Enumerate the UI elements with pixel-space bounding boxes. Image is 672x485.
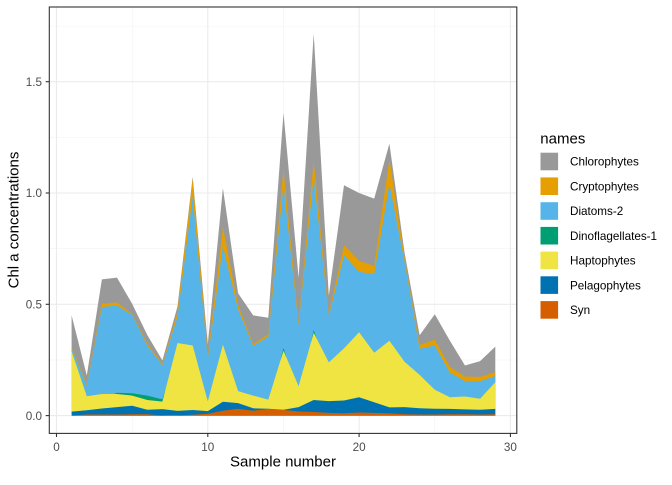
svg-text:0.0: 0.0 — [26, 410, 43, 423]
svg-text:Dinoflagellates-1: Dinoflagellates-1 — [570, 230, 657, 243]
svg-text:names: names — [540, 130, 585, 147]
svg-text:Haptophytes: Haptophytes — [570, 255, 636, 268]
svg-text:Chlorophytes: Chlorophytes — [570, 156, 639, 169]
svg-text:10: 10 — [201, 441, 215, 454]
svg-text:1.5: 1.5 — [26, 76, 43, 89]
svg-text:0: 0 — [53, 441, 60, 454]
svg-text:Pelagophytes: Pelagophytes — [570, 279, 641, 292]
svg-text:30: 30 — [504, 441, 518, 454]
svg-text:Syn: Syn — [570, 304, 590, 317]
svg-text:Diatoms-2: Diatoms-2 — [570, 205, 623, 218]
svg-text:0.5: 0.5 — [26, 299, 43, 312]
svg-text:1.0: 1.0 — [26, 187, 43, 200]
svg-text:Sample number: Sample number — [230, 454, 336, 471]
svg-text:20: 20 — [353, 441, 367, 454]
svg-text:Chl a concentrations: Chl a concentrations — [6, 152, 23, 289]
svg-text:Cryptophytes: Cryptophytes — [570, 180, 639, 193]
